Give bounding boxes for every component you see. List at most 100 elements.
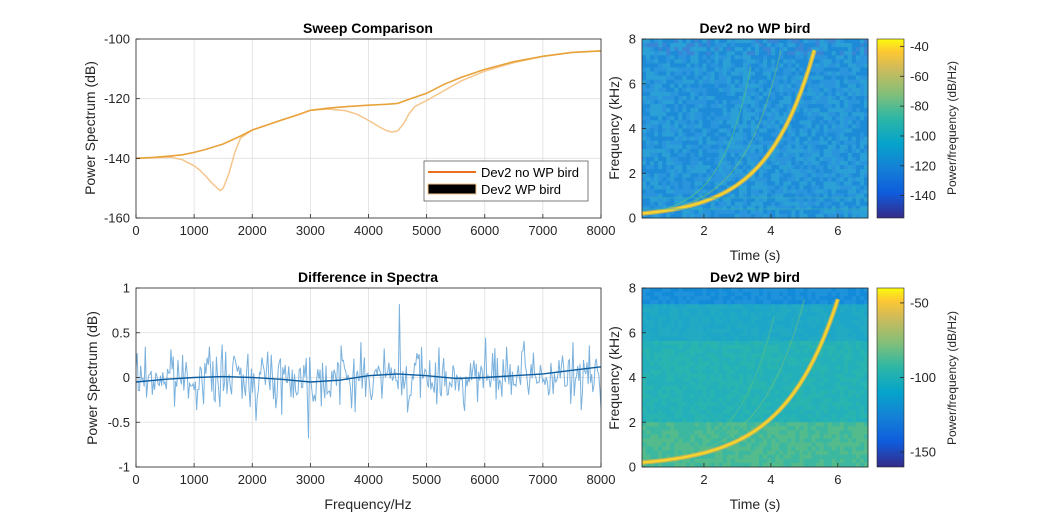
- spec2-cell: [642, 414, 647, 419]
- spec1-cell: [670, 91, 675, 97]
- spec2-cell: [823, 397, 829, 403]
- spec1-cell: [831, 43, 837, 48]
- spec2-cell: [690, 288, 695, 293]
- spec1-cell: [682, 128, 687, 133]
- spec2-cell: [686, 316, 691, 321]
- spec1-cell: [787, 91, 792, 97]
- spec1-cell: [690, 63, 695, 68]
- spec1-cell: [726, 87, 732, 93]
- spec1-cell: [787, 67, 792, 72]
- spec1-cell: [863, 43, 869, 48]
- spec1-cell: [670, 120, 675, 125]
- spec1-cell: [795, 136, 800, 142]
- spec1-cell: [831, 51, 837, 56]
- spec1-cell: [662, 71, 667, 77]
- spec2-cell: [811, 312, 816, 317]
- spec1-cell: [847, 189, 853, 194]
- spec1-cell: [767, 63, 772, 68]
- spec2-cell: [698, 454, 703, 460]
- spec1-cell: [803, 185, 808, 190]
- spec2-cell: [698, 300, 703, 305]
- spec1-cell: [811, 128, 816, 133]
- spec1-cell: [847, 100, 853, 105]
- spec1-cell: [783, 189, 788, 194]
- spec1-cell: [750, 205, 756, 211]
- spec2-cell: [662, 430, 667, 435]
- spec2-cell: [835, 296, 841, 301]
- spec1-cell: [706, 136, 712, 142]
- spec2-cell: [839, 328, 845, 334]
- spec1-cell: [831, 136, 837, 142]
- spec2-cell: [863, 430, 869, 435]
- spec2-cell: [698, 288, 703, 293]
- spec2-cell: [682, 426, 687, 431]
- spec1-cell: [827, 193, 833, 199]
- spec1-cell: [690, 197, 695, 203]
- spec2-cell: [726, 349, 732, 354]
- spec2-cell: [670, 361, 675, 366]
- spec1-cell: [662, 39, 667, 44]
- spec2-cell: [678, 430, 683, 435]
- spec2-cell: [650, 328, 655, 334]
- spec1-cell: [807, 55, 812, 60]
- spec1-cell: [819, 108, 825, 113]
- spec1-colorbar-label: Power/frequency (dB/Hz): [945, 61, 959, 195]
- spec2-cell: [682, 418, 687, 423]
- spec2-cell: [718, 361, 724, 366]
- spec1-cell: [851, 124, 857, 129]
- spec1-cell: [702, 136, 707, 142]
- spec2-cell: [706, 361, 712, 366]
- spec2-cell: [791, 369, 796, 374]
- spec1-cell: [734, 108, 740, 113]
- spec2-cell: [674, 389, 679, 395]
- spec1-cell: [799, 100, 804, 105]
- spec1-cell: [799, 39, 804, 44]
- spec1-cell: [642, 71, 647, 77]
- spec2-cell: [666, 426, 671, 431]
- spec2-cell: [787, 369, 792, 374]
- spec1-cell: [714, 152, 720, 158]
- spec2-cell: [742, 344, 748, 350]
- spec2-cell: [767, 426, 772, 431]
- spec2-cell: [694, 434, 699, 439]
- spec1-cell: [706, 39, 712, 44]
- spec1-cell: [811, 59, 816, 64]
- spec1-cell: [839, 95, 845, 101]
- spec2-cell: [746, 450, 752, 456]
- spec2-cell: [750, 320, 756, 326]
- spec2-cell: [722, 324, 728, 330]
- spec2-cell: [750, 361, 756, 366]
- spec2-cell: [783, 292, 788, 297]
- spec2-cell: [811, 430, 816, 435]
- spec1-cell: [759, 47, 764, 52]
- spec1-cell: [835, 132, 841, 138]
- spec2-cell: [674, 332, 679, 338]
- spec1-cell: [662, 124, 667, 129]
- spec1-cell: [779, 91, 784, 97]
- spec2-cell: [831, 365, 837, 370]
- spec1-cell: [759, 181, 764, 186]
- spec2-cell: [742, 438, 748, 443]
- spec2-cell: [658, 405, 663, 411]
- spec2-cell: [742, 454, 748, 460]
- spec2-cell: [863, 292, 869, 297]
- spec1-cell: [779, 189, 784, 194]
- spec1-cell: [847, 161, 853, 166]
- spec2-cell: [863, 446, 869, 452]
- spec2-cell: [855, 397, 861, 403]
- spec1-cell: [823, 173, 829, 178]
- spec1-cell: [686, 185, 691, 190]
- spec1-cell: [763, 79, 768, 85]
- spec2-cell: [710, 324, 716, 330]
- spec2-cell: [811, 393, 816, 399]
- spec1-cell: [694, 104, 699, 109]
- spec1-cell: [734, 201, 740, 207]
- spec1-cell: [726, 124, 732, 129]
- spec1-cell: [795, 87, 800, 93]
- spec2-cell: [746, 397, 752, 403]
- spec1-cell: [843, 132, 849, 138]
- spec1-cell: [710, 177, 716, 182]
- spec1-cell: [823, 51, 829, 56]
- spec2-cell: [662, 450, 667, 456]
- spec2-cell: [650, 353, 655, 358]
